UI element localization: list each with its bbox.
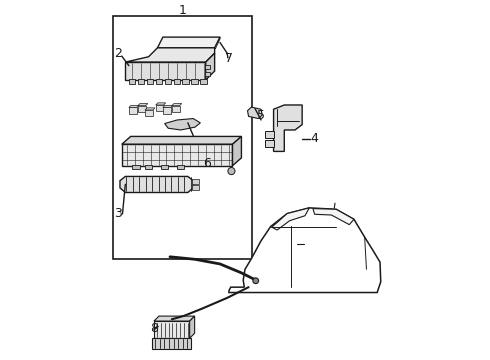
Bar bbox=[165, 79, 171, 84]
Polygon shape bbox=[232, 136, 242, 166]
Polygon shape bbox=[138, 104, 148, 106]
Text: 7: 7 bbox=[225, 52, 233, 65]
Polygon shape bbox=[313, 208, 354, 225]
Polygon shape bbox=[272, 208, 309, 230]
Polygon shape bbox=[129, 105, 139, 108]
Polygon shape bbox=[273, 105, 302, 152]
Polygon shape bbox=[165, 118, 200, 130]
Polygon shape bbox=[120, 176, 193, 193]
Polygon shape bbox=[122, 144, 232, 166]
Polygon shape bbox=[172, 104, 182, 106]
Polygon shape bbox=[125, 62, 206, 80]
Text: 3: 3 bbox=[114, 207, 122, 220]
Text: 4: 4 bbox=[311, 132, 319, 145]
Circle shape bbox=[228, 167, 235, 175]
Polygon shape bbox=[247, 107, 262, 118]
Bar bbox=[145, 110, 153, 116]
Bar bbox=[147, 79, 153, 84]
Bar bbox=[200, 79, 207, 84]
Text: 1: 1 bbox=[178, 4, 186, 17]
Bar bbox=[193, 185, 199, 190]
Bar bbox=[192, 79, 198, 84]
Bar bbox=[129, 79, 135, 84]
Polygon shape bbox=[229, 208, 381, 293]
Polygon shape bbox=[156, 103, 166, 105]
Bar bbox=[138, 79, 144, 84]
Bar bbox=[132, 165, 140, 169]
Text: 6: 6 bbox=[203, 157, 211, 170]
Bar bbox=[154, 321, 190, 338]
Bar bbox=[113, 16, 252, 258]
Bar bbox=[193, 179, 199, 184]
Bar bbox=[138, 106, 146, 112]
Polygon shape bbox=[145, 108, 155, 110]
Text: 8: 8 bbox=[150, 322, 158, 335]
Polygon shape bbox=[206, 53, 215, 80]
Bar bbox=[173, 79, 180, 84]
Bar bbox=[163, 108, 171, 114]
Text: 5: 5 bbox=[257, 109, 265, 122]
Bar bbox=[205, 65, 210, 69]
Bar bbox=[156, 79, 162, 84]
Circle shape bbox=[253, 278, 259, 284]
Bar bbox=[172, 106, 180, 112]
Polygon shape bbox=[265, 131, 273, 138]
Polygon shape bbox=[163, 105, 173, 108]
Bar bbox=[161, 165, 168, 169]
Polygon shape bbox=[215, 37, 220, 49]
Polygon shape bbox=[154, 316, 195, 321]
Polygon shape bbox=[122, 136, 242, 144]
Polygon shape bbox=[265, 140, 273, 147]
Text: 2: 2 bbox=[114, 47, 122, 60]
Polygon shape bbox=[190, 316, 195, 338]
Bar bbox=[129, 108, 137, 114]
Bar bbox=[145, 165, 152, 169]
Bar bbox=[152, 338, 192, 349]
Polygon shape bbox=[157, 37, 220, 48]
Bar bbox=[205, 72, 210, 76]
Bar bbox=[182, 79, 189, 84]
Bar bbox=[156, 105, 164, 111]
Bar bbox=[177, 165, 184, 169]
Polygon shape bbox=[125, 48, 215, 62]
